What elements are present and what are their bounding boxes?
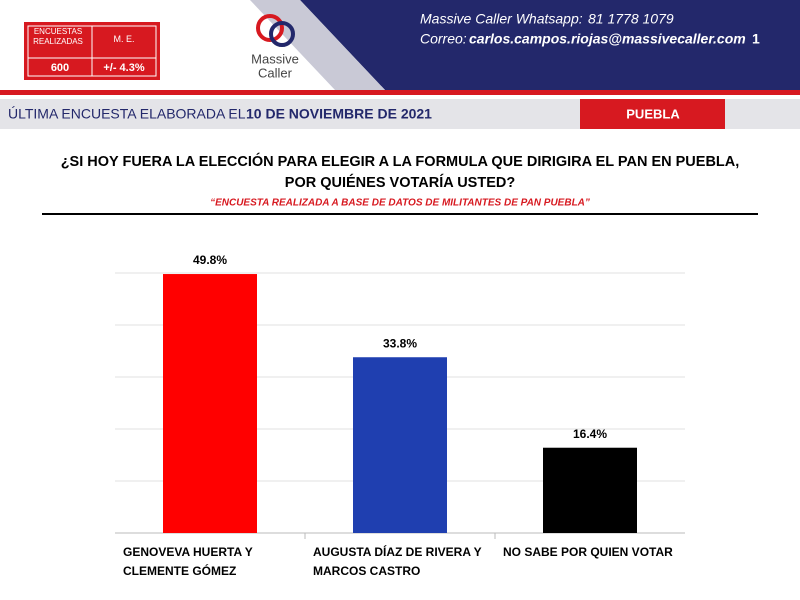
page-number: 1 [752, 31, 760, 47]
logo-icon [269, 21, 295, 47]
box-label: M. E. [113, 34, 135, 44]
box-value: +/- 4.3% [103, 62, 145, 74]
value-label: 16.4% [573, 427, 607, 441]
email-label: Correo: [420, 31, 467, 47]
header-stripe [0, 90, 800, 95]
region: PUEBLA [626, 106, 680, 121]
logo-icon [256, 14, 284, 42]
x-tick-label: NO SABE POR QUIEN VOTAR [503, 545, 673, 559]
region-bar [580, 99, 725, 129]
bar [543, 447, 637, 533]
date: 10 DE NOVIEMBRE DE 2021 [246, 106, 432, 122]
header-band [300, 0, 800, 90]
whatsapp: 81 1778 1079 [588, 11, 674, 27]
chart-title: ¿SI HOY FUERA LA ELECCIÓN PARA ELEGIR A … [60, 154, 740, 191]
x-tick-label: AUGUSTA DÍAZ DE RIVERA Y MARCOS CASTRO [313, 545, 482, 578]
value-label: 33.8% [383, 336, 417, 350]
bar [353, 357, 447, 533]
date-label: ÚLTIMA ENCUESTA ELABORADA EL [8, 106, 246, 122]
bar [163, 274, 257, 533]
value-label: 49.8% [193, 253, 227, 267]
box-label: ENCUESTAS REALIZADAS [33, 27, 83, 46]
x-tick-label: GENOVEVA HUERTA Y CLEMENTE GÓMEZ [123, 545, 253, 578]
box-value: 600 [50, 62, 70, 74]
email: carlos.campos.riojas@massivecaller.com [469, 31, 746, 47]
logo-text: Caller [258, 65, 293, 80]
logo-text: Massive [251, 51, 299, 66]
whatsapp-label: Massive Caller Whatsapp: [420, 11, 583, 27]
chart-subtitle: “ENCUESTA REALIZADA A BASE DE DATOS DE M… [210, 198, 590, 209]
